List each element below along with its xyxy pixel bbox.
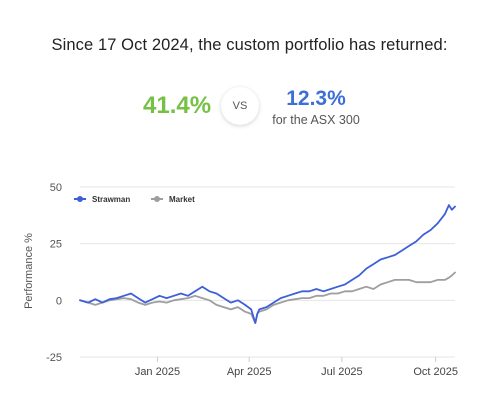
series-lines <box>79 204 456 324</box>
summary-headline: Since 17 Oct 2024, the custom portfolio … <box>51 36 448 54</box>
legend-item-market[interactable]: Market <box>151 195 195 204</box>
legend-label: Market <box>169 195 195 204</box>
grid-lines <box>80 186 455 358</box>
y-tick-label: -25 <box>46 352 62 364</box>
legend-label: Strawman <box>92 195 130 204</box>
x-tick-label: Jan 2025 <box>135 366 180 378</box>
legend-item-strawman[interactable]: Strawman <box>74 195 130 204</box>
y-tick-label: 50 <box>50 182 62 194</box>
market-return-value: 12.3% <box>286 87 346 110</box>
vs-badge: VS <box>221 87 259 125</box>
x-tick-label: Jul 2025 <box>321 366 363 378</box>
series-line-strawman <box>79 204 456 324</box>
y-axis-label: Performance % <box>23 233 35 309</box>
market-return-caption: for the ASX 300 <box>272 113 360 127</box>
legend-marker <box>154 196 160 202</box>
performance-chart: -25 0 25 50 Jan 2025 Apr 2025 Jul 2025 Oct 202… <box>23 182 458 378</box>
x-tick-label: Apr 2025 <box>227 366 272 378</box>
chart-legend[interactable]: Strawman Market <box>74 195 195 204</box>
y-tick-label: 0 <box>56 295 62 307</box>
portfolio-return-value: 41.4% <box>143 92 212 119</box>
x-tick-label: Oct 2025 <box>413 366 458 378</box>
legend-marker <box>77 196 83 202</box>
y-axis-ticks: -25 0 25 50 <box>46 182 62 364</box>
x-axis-ticks: Jan 2025 Apr 2025 Jul 2025 Oct 2025 <box>135 357 458 378</box>
market-return-block: 12.3% for the ASX 300 <box>266 85 366 127</box>
y-tick-label: 25 <box>50 239 62 251</box>
series-line-market <box>79 271 456 324</box>
